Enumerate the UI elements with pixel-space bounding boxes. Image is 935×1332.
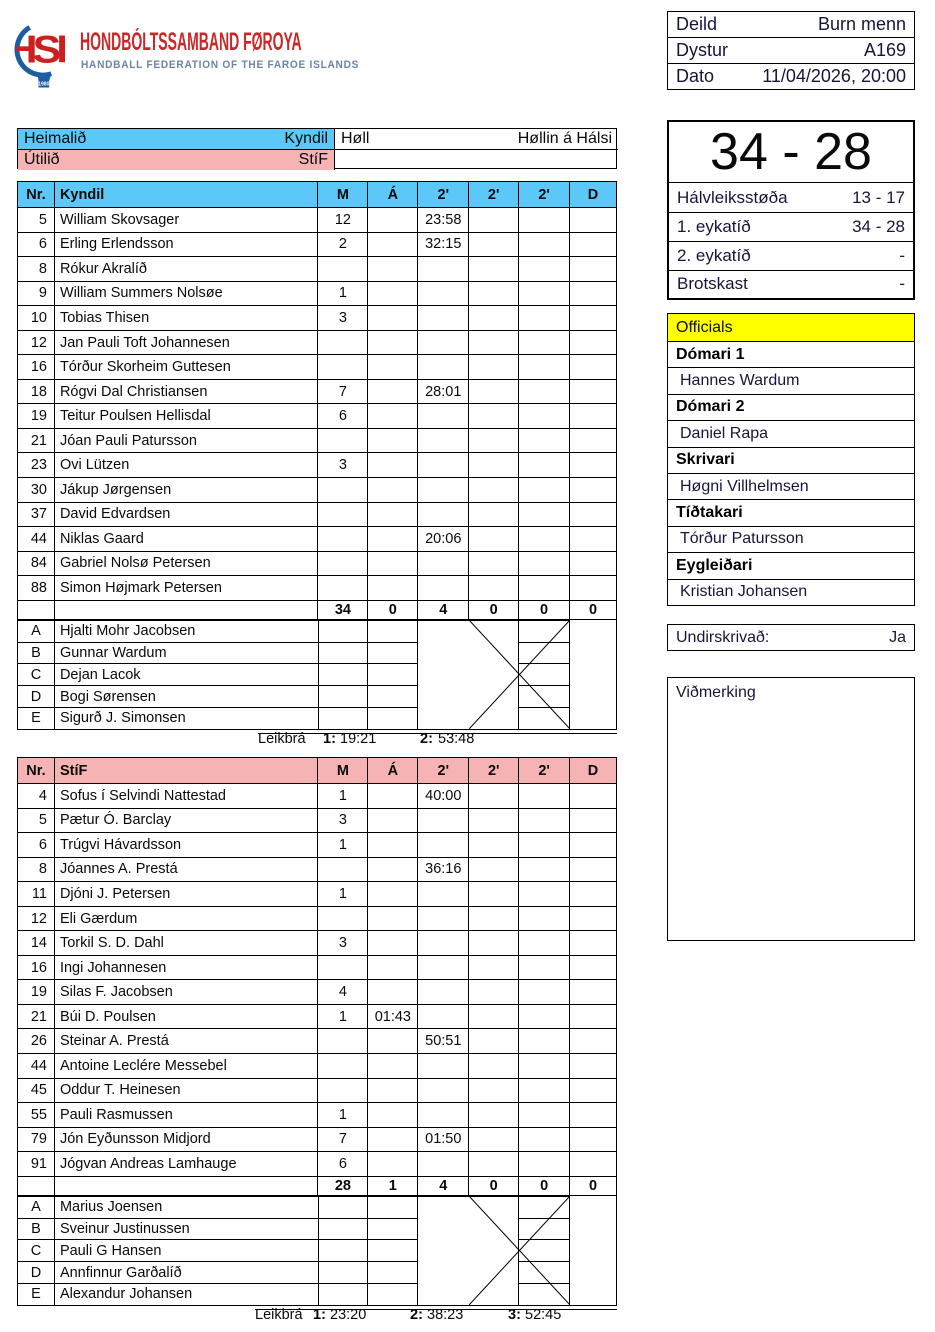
svg-text:HSF: HSF [8, 27, 65, 71]
svg-text:1980: 1980 [38, 81, 49, 87]
